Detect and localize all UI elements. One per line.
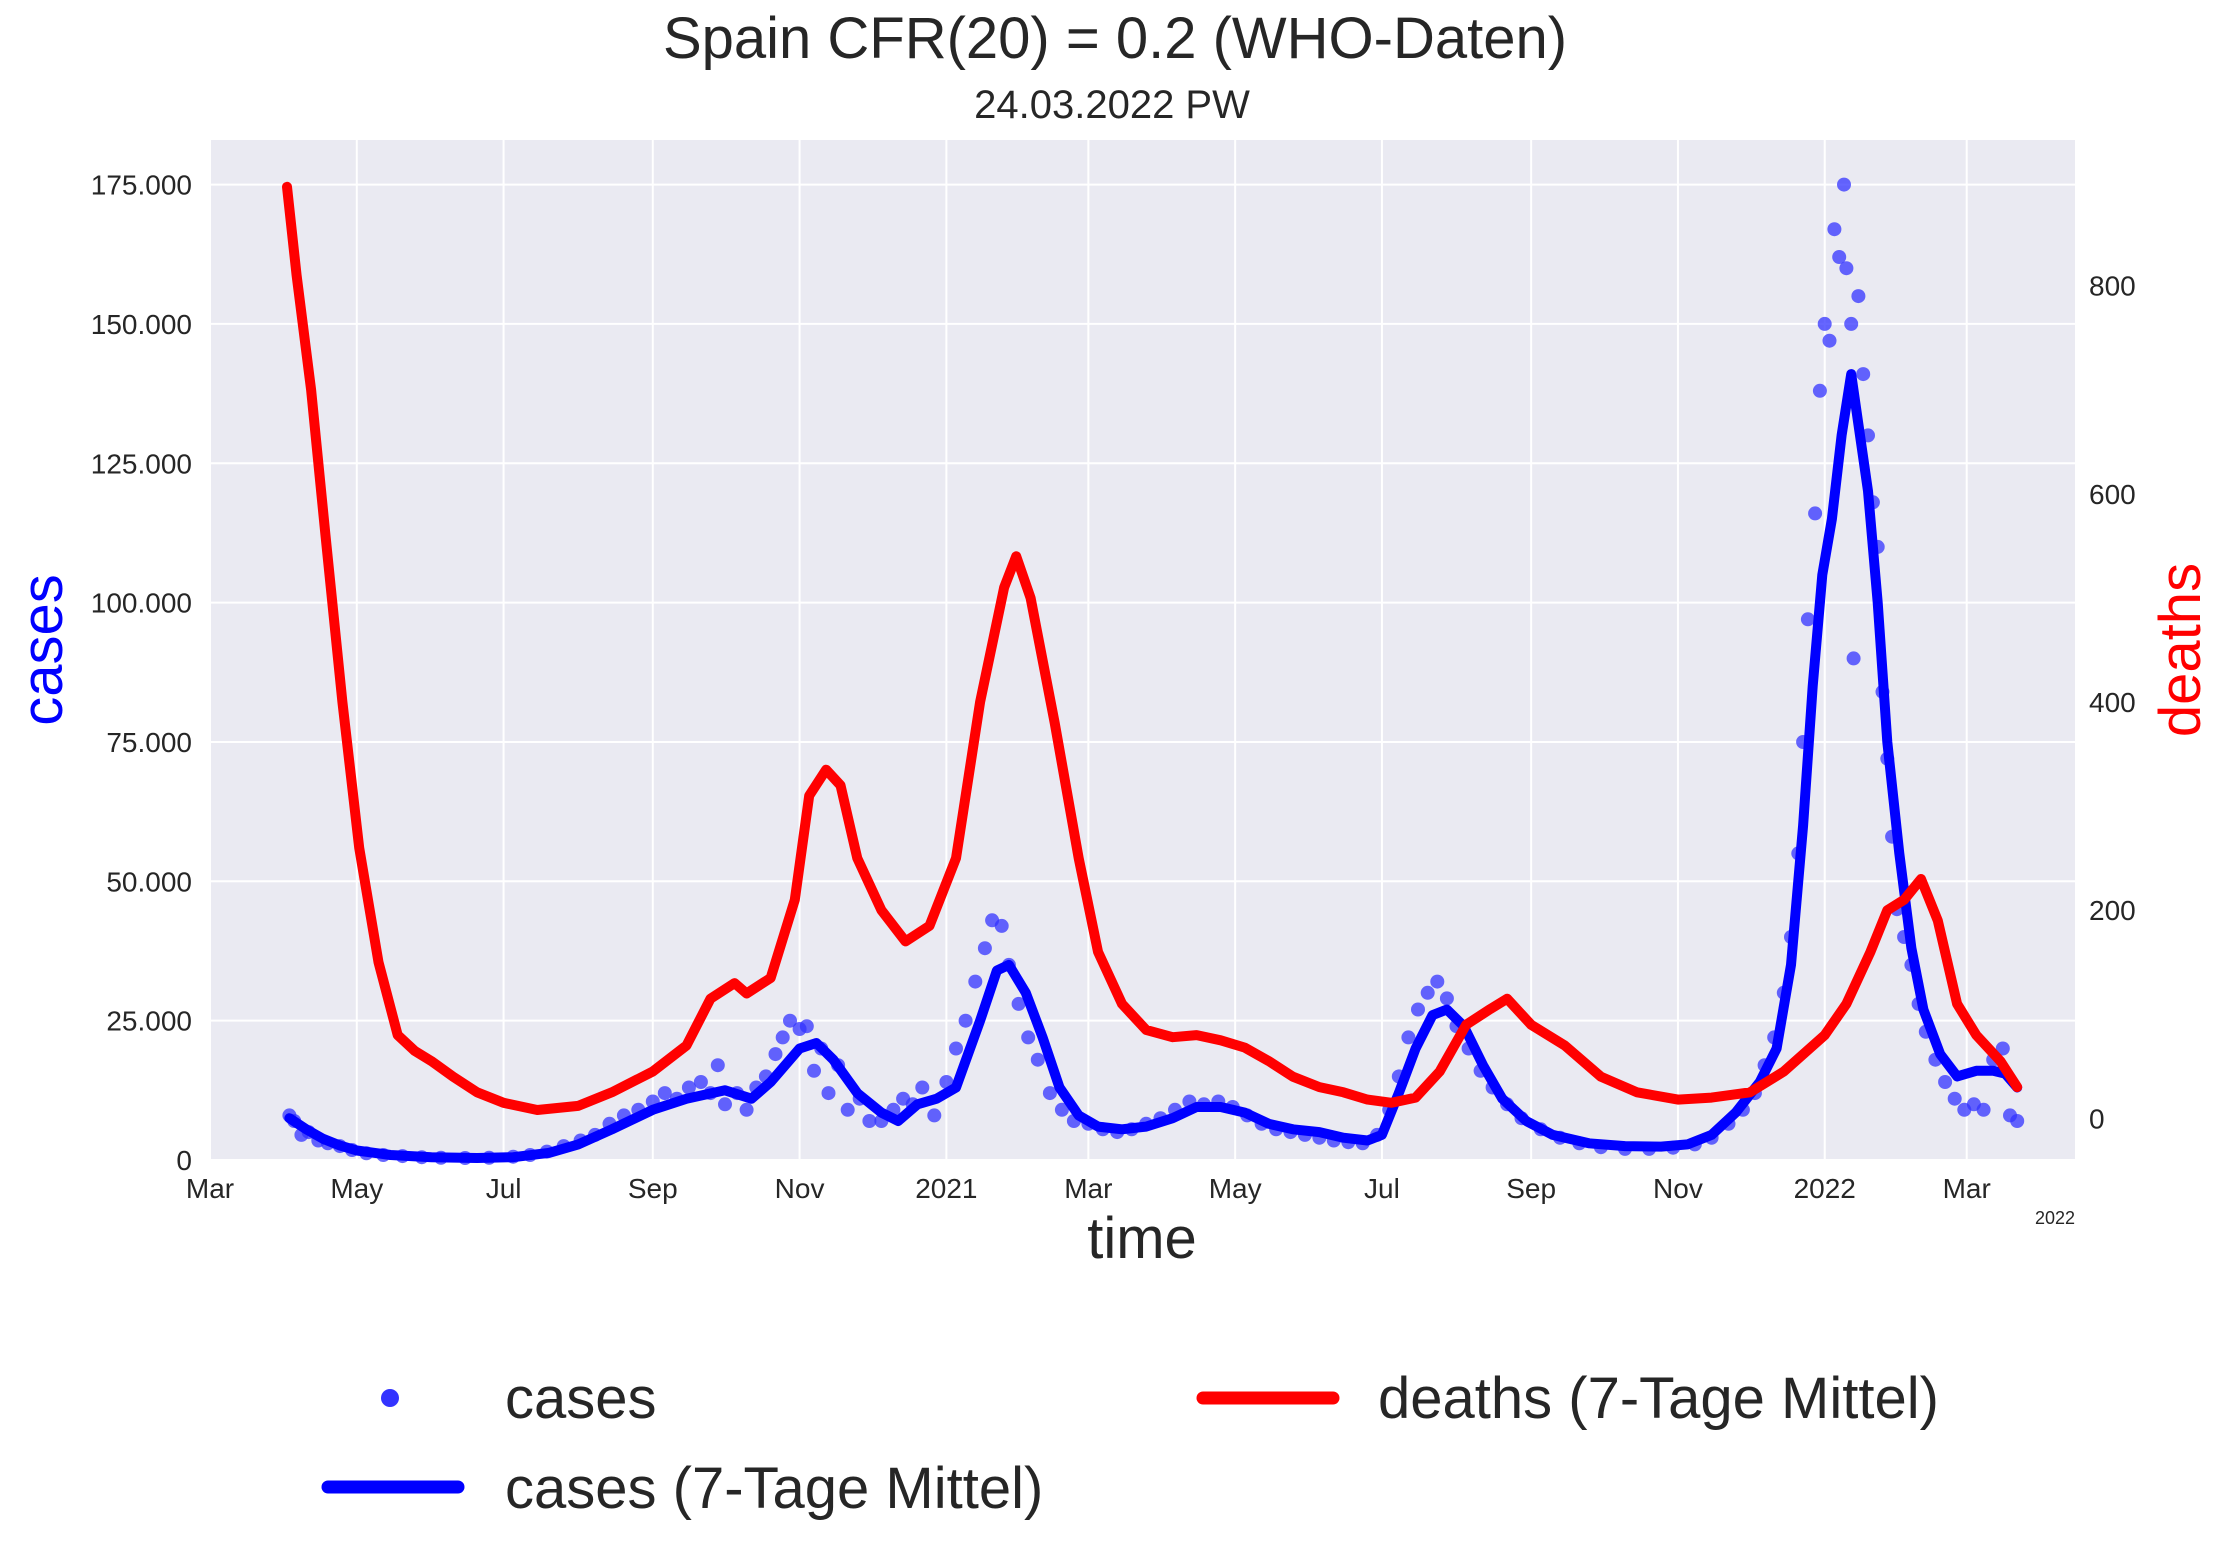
case-point [1839, 261, 1854, 276]
y-left-tick-label: 150.000 [91, 309, 192, 340]
case-point [1844, 316, 1859, 331]
y-right-tick-label: 600 [2089, 479, 2136, 510]
case-point [710, 1058, 725, 1073]
chart-title: Spain CFR(20) = 0.2 (WHO-Daten) [663, 6, 1567, 71]
x-tick-label: Sep [628, 1173, 678, 1204]
case-point [1800, 612, 1815, 627]
case-point [1054, 1102, 1069, 1117]
case-point [1837, 177, 1851, 192]
y-axis-right-label: deaths [2148, 563, 2213, 737]
plot-area [210, 140, 2075, 1160]
x-tick-label: 2021 [915, 1173, 977, 1204]
y-left-tick-label: 0 [176, 1145, 192, 1176]
y-left-tick-label: 75.000 [106, 727, 192, 758]
x-tick-label: Nov [775, 1173, 825, 1204]
x-tick-label: Mar [1943, 1173, 1991, 1204]
x-tick-label: Mar [186, 1173, 234, 1204]
case-point [783, 1013, 797, 1028]
y-axis-left-label: cases [10, 574, 75, 726]
legend-item-cases: cases [381, 1366, 657, 1431]
case-point [977, 941, 992, 956]
case-point [768, 1047, 783, 1062]
case-point [1030, 1052, 1045, 1067]
legend-label-cases-avg: cases (7-Tage Mittel) [505, 1456, 1043, 1521]
x-tick-label: Jul [1364, 1173, 1400, 1204]
case-point [1812, 383, 1827, 398]
case-point [1401, 1030, 1416, 1045]
y-right-tick-label: 200 [2089, 895, 2136, 926]
case-point [1827, 222, 1842, 237]
y-left-tick-label: 50.000 [106, 866, 192, 897]
case-point [1808, 506, 1823, 521]
x-tick-label: May [330, 1173, 383, 1204]
case-point [739, 1102, 754, 1117]
case-point [807, 1063, 821, 1078]
y-right-tick-label: 0 [2089, 1103, 2105, 1134]
x-offset-label: 2022 [2035, 1208, 2075, 1228]
case-point [1817, 316, 1832, 331]
case-point [1430, 974, 1445, 989]
case-point [821, 1086, 836, 1101]
case-point [1856, 367, 1871, 382]
x-axis-label: time [1087, 1206, 1197, 1271]
x-tick-label: 2022 [1794, 1173, 1856, 1204]
case-point [1011, 996, 1026, 1011]
case-point [1822, 333, 1837, 348]
y-right-tick-label: 400 [2089, 687, 2136, 718]
y-left-tick-label: 175.000 [91, 170, 192, 201]
cases-avg-line [284, 369, 2023, 1163]
x-tick-label: Nov [1653, 1173, 1703, 1204]
case-point [1021, 1030, 1036, 1045]
case-point [1832, 250, 1847, 264]
legend-item-deaths-avg: deaths (7-Tage Mittel) [1196, 1366, 1939, 1431]
series-lines [282, 181, 2023, 1163]
case-point [693, 1075, 708, 1089]
deaths-avg-line [282, 181, 2023, 1115]
y-right-tick-label: 800 [2089, 271, 2136, 302]
x-tick-label: Mar [1064, 1173, 1112, 1204]
y-left-tick-label: 125.000 [91, 448, 192, 479]
case-point [1411, 1002, 1425, 1017]
y-left-tick-label: 25.000 [106, 1006, 192, 1037]
x-tick-label: Jul [486, 1173, 522, 1204]
case-point [799, 1019, 814, 1034]
case-point [994, 918, 1009, 933]
case-point [949, 1041, 963, 1056]
legend-marker-cases [381, 1389, 399, 1407]
case-point [862, 1114, 877, 1128]
legend-item-cases-avg: cases (7-Tage Mittel) [321, 1456, 1043, 1521]
case-point [681, 1080, 696, 1095]
legend-label-deaths-avg: deaths (7-Tage Mittel) [1378, 1366, 1939, 1431]
case-point [657, 1086, 672, 1101]
ticks: Mar May Jul Sep Nov 2021 Mar May Jul Sep Nov 2022 Ma… [91, 170, 2136, 1204]
case-point [1042, 1086, 1057, 1101]
chart-subtitle: 24.03.2022 PW [974, 83, 1250, 127]
case-point [915, 1080, 930, 1095]
case-point [1851, 289, 1866, 304]
case-point [2010, 1114, 2025, 1128]
x-tick-label: May [1209, 1173, 1262, 1204]
grid [209, 140, 2075, 1161]
x-tick-label: Sep [1506, 1173, 1556, 1204]
case-point [1439, 991, 1454, 1006]
case-point [840, 1102, 855, 1117]
case-point [1846, 651, 1861, 666]
legend-label-cases: cases [505, 1366, 657, 1431]
case-point [1947, 1091, 1962, 1106]
case-point [927, 1108, 942, 1123]
case-point [1420, 985, 1435, 1000]
case-point [958, 1013, 973, 1028]
case-point [1995, 1041, 2010, 1056]
case-point [775, 1030, 790, 1045]
legend: cases cases (7-Tage Mittel) deaths (7-Ta… [321, 1366, 1939, 1521]
case-point [968, 974, 983, 989]
y-left-tick-label: 100.000 [91, 588, 192, 619]
case-point [718, 1097, 732, 1112]
case-point [1976, 1102, 1991, 1117]
case-point [1938, 1075, 1953, 1089]
